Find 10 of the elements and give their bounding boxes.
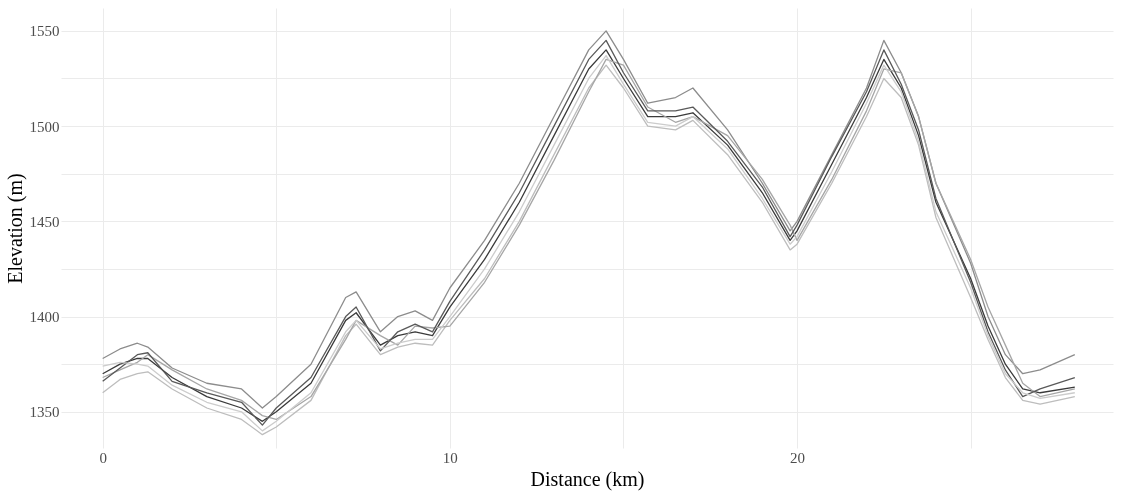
x-tick-label: 20 (790, 449, 806, 466)
y-tick-label: 1500 (29, 118, 60, 135)
y-tick-label: 1400 (29, 309, 60, 326)
y-axis-title: Elevation (m) (3, 173, 27, 284)
y-tick-label: 1550 (29, 23, 60, 40)
x-tick-label: 0 (99, 449, 107, 466)
y-tick-label: 1450 (29, 213, 60, 230)
x-axis-title: Distance (km) (530, 467, 645, 491)
x-tick-label: 10 (442, 449, 458, 466)
y-tick-label: 1350 (29, 404, 60, 421)
